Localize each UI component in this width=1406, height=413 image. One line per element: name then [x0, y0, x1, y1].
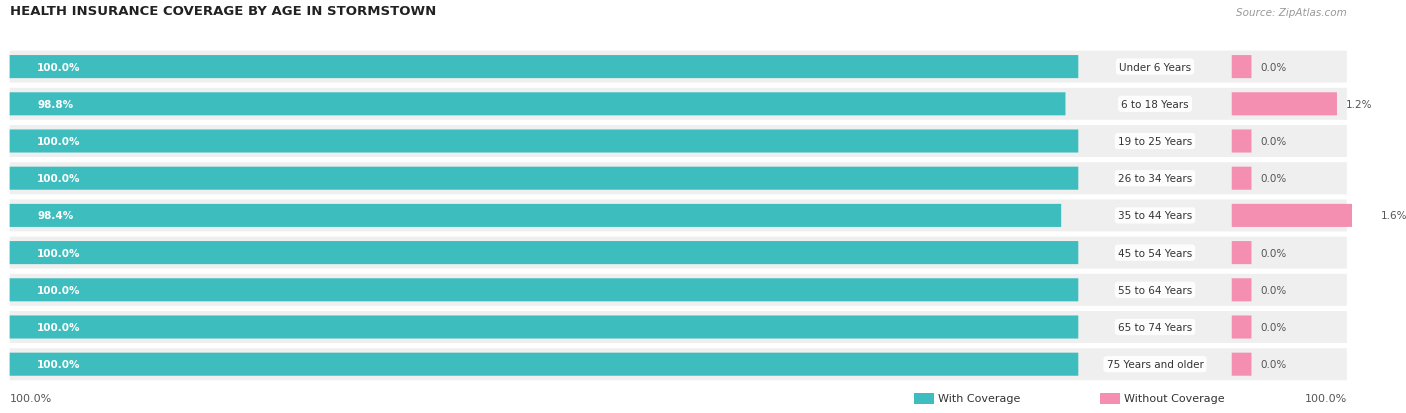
FancyBboxPatch shape: [10, 316, 1078, 339]
FancyBboxPatch shape: [10, 89, 1347, 121]
FancyBboxPatch shape: [10, 279, 1078, 301]
FancyBboxPatch shape: [10, 353, 1078, 376]
FancyBboxPatch shape: [10, 52, 1347, 83]
FancyBboxPatch shape: [1101, 393, 1121, 404]
Text: 65 to 74 Years: 65 to 74 Years: [1118, 322, 1192, 332]
Text: 100.0%: 100.0%: [10, 394, 52, 404]
FancyBboxPatch shape: [1232, 167, 1251, 190]
Text: With Coverage: With Coverage: [938, 394, 1021, 404]
Text: 100.0%: 100.0%: [37, 174, 80, 184]
Text: 0.0%: 0.0%: [1260, 174, 1286, 184]
Text: 35 to 44 Years: 35 to 44 Years: [1118, 211, 1192, 221]
Text: Source: ZipAtlas.com: Source: ZipAtlas.com: [1236, 9, 1347, 19]
FancyBboxPatch shape: [10, 167, 1078, 190]
Text: 1.6%: 1.6%: [1381, 211, 1406, 221]
Text: 0.0%: 0.0%: [1260, 248, 1286, 258]
Text: 100.0%: 100.0%: [1305, 394, 1347, 404]
FancyBboxPatch shape: [10, 163, 1347, 195]
Text: 100.0%: 100.0%: [37, 137, 80, 147]
FancyBboxPatch shape: [10, 126, 1347, 158]
FancyBboxPatch shape: [10, 311, 1347, 343]
FancyBboxPatch shape: [1232, 93, 1337, 116]
Text: 0.0%: 0.0%: [1260, 137, 1286, 147]
Text: Without Coverage: Without Coverage: [1125, 394, 1225, 404]
Text: 75 Years and older: 75 Years and older: [1107, 359, 1204, 369]
Text: 100.0%: 100.0%: [37, 285, 80, 295]
Text: 19 to 25 Years: 19 to 25 Years: [1118, 137, 1192, 147]
FancyBboxPatch shape: [1232, 279, 1251, 301]
FancyBboxPatch shape: [10, 204, 1062, 228]
FancyBboxPatch shape: [1232, 353, 1251, 376]
FancyBboxPatch shape: [10, 93, 1066, 116]
FancyBboxPatch shape: [10, 274, 1347, 306]
FancyBboxPatch shape: [914, 393, 934, 404]
FancyBboxPatch shape: [1232, 130, 1251, 153]
Text: 1.2%: 1.2%: [1346, 100, 1372, 109]
FancyBboxPatch shape: [1232, 316, 1251, 339]
Text: 0.0%: 0.0%: [1260, 62, 1286, 72]
FancyBboxPatch shape: [10, 242, 1078, 264]
FancyBboxPatch shape: [10, 56, 1078, 79]
Text: 98.8%: 98.8%: [37, 100, 73, 109]
FancyBboxPatch shape: [10, 237, 1347, 269]
Text: 0.0%: 0.0%: [1260, 359, 1286, 369]
Text: 55 to 64 Years: 55 to 64 Years: [1118, 285, 1192, 295]
FancyBboxPatch shape: [10, 200, 1347, 232]
FancyBboxPatch shape: [1232, 204, 1372, 228]
Text: 45 to 54 Years: 45 to 54 Years: [1118, 248, 1192, 258]
Text: 6 to 18 Years: 6 to 18 Years: [1121, 100, 1189, 109]
Text: HEALTH INSURANCE COVERAGE BY AGE IN STORMSTOWN: HEALTH INSURANCE COVERAGE BY AGE IN STOR…: [10, 5, 436, 19]
FancyBboxPatch shape: [10, 348, 1347, 380]
Text: Under 6 Years: Under 6 Years: [1119, 62, 1191, 72]
FancyBboxPatch shape: [10, 130, 1078, 153]
Text: 98.4%: 98.4%: [37, 211, 73, 221]
Text: 100.0%: 100.0%: [37, 322, 80, 332]
Text: 100.0%: 100.0%: [37, 248, 80, 258]
FancyBboxPatch shape: [1232, 242, 1251, 264]
Text: 100.0%: 100.0%: [37, 359, 80, 369]
Text: 26 to 34 Years: 26 to 34 Years: [1118, 174, 1192, 184]
Text: 0.0%: 0.0%: [1260, 285, 1286, 295]
Text: 100.0%: 100.0%: [37, 62, 80, 72]
FancyBboxPatch shape: [1232, 56, 1251, 79]
Text: 0.0%: 0.0%: [1260, 322, 1286, 332]
